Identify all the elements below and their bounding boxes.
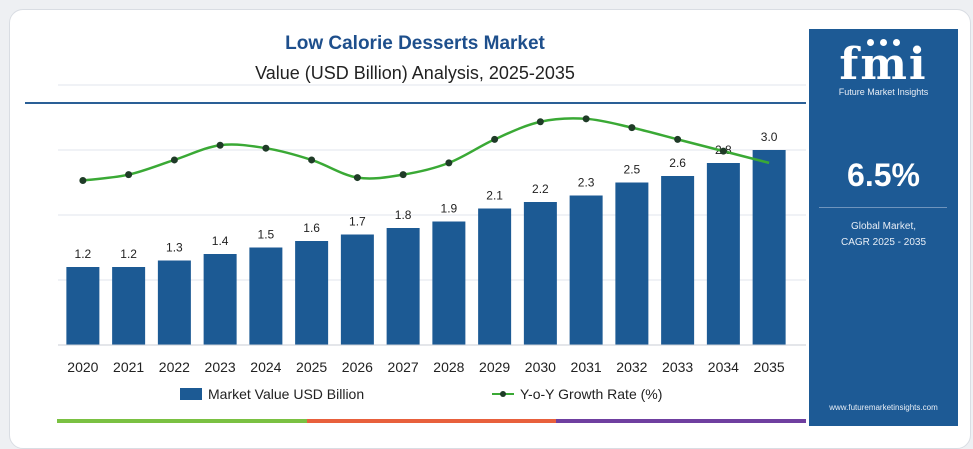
bar-2026 [340, 234, 374, 345]
cagr-label: Global Market, CAGR 2025 - 2035 [809, 219, 958, 251]
x-tick-label: 2033 [662, 359, 693, 375]
bar-value-label: 2.3 [578, 176, 595, 190]
bar-value-label: 1.2 [75, 247, 92, 261]
bar-2024 [249, 247, 283, 345]
bar-2035 [752, 150, 786, 345]
bar-2025 [295, 241, 329, 345]
bar-value-label: 1.2 [120, 247, 137, 261]
bar-2030 [523, 202, 557, 345]
bar-value-label: 3.0 [761, 130, 778, 144]
x-tick-label: 2028 [433, 359, 464, 375]
stripe-green [57, 419, 307, 423]
bar-value-label: 2.1 [486, 189, 503, 203]
bar-2021 [112, 267, 146, 345]
cagr-side-panel: fmi Future Market Insights 6.5% Global M… [809, 29, 958, 426]
cagr-label-line2: CAGR 2025 - 2035 [840, 237, 927, 248]
x-tick-label: 2031 [571, 359, 602, 375]
x-tick-label: 2034 [708, 359, 739, 375]
bar-2023 [203, 254, 237, 345]
website-url: www.futuremarketinsights.com [829, 403, 938, 412]
title-divider [25, 102, 806, 104]
bar-2033 [661, 176, 695, 345]
cagr-value: 6.5% [847, 157, 920, 193]
brand-name: Future Market Insights [838, 87, 929, 97]
fmi-logo: fmi [839, 39, 928, 90]
bar-2022 [157, 260, 191, 345]
growth-point-2023 [216, 141, 224, 149]
bar-2020 [66, 267, 100, 345]
x-tick-label: 2021 [113, 359, 144, 375]
legend-label-growth-rate: Y-o-Y Growth Rate (%) [520, 386, 663, 402]
bar-line-chart: 1.2 2020 1.2 2021 1.3 2022 1.4 2023 1.5 2024 1.6 20… [58, 84, 806, 375]
bar-value-label: 1.6 [303, 221, 320, 235]
growth-point-2034 [719, 147, 727, 155]
bar-value-label: 2.2 [532, 182, 549, 196]
legend-item-market-value: Market Value USD Billion [180, 386, 364, 402]
growth-point-2027 [399, 171, 407, 179]
logo-dots-icon [867, 39, 900, 46]
bar-value-label: 2.6 [669, 156, 686, 170]
bar-value-label: 1.5 [258, 228, 275, 242]
x-tick-label: 2020 [67, 359, 98, 375]
growth-point-2032 [628, 124, 636, 132]
chart-title: Low Calorie Desserts Market [285, 33, 545, 54]
bar-value-label: 1.8 [395, 208, 412, 222]
panel-divider [819, 207, 947, 208]
chart-subtitle: Value (USD Billion) Analysis, 2025-2035 [255, 63, 575, 83]
legend-label-market-value: Market Value USD Billion [208, 386, 365, 402]
bar-2029 [478, 208, 512, 345]
legend-bar-swatch [180, 388, 202, 400]
stripe-purple [556, 419, 807, 423]
growth-point-2033 [674, 135, 682, 143]
growth-rate-line [82, 117, 770, 182]
growth-point-2028 [445, 159, 453, 167]
cagr-label-line1: Global Market, [850, 221, 917, 232]
bar-value-label: 1.9 [441, 202, 458, 216]
growth-point-2026 [353, 174, 361, 182]
bar-2031 [569, 195, 603, 345]
growth-point-2031 [582, 115, 590, 123]
x-tick-label: 2032 [616, 359, 647, 375]
bar-value-label: 1.3 [166, 241, 183, 255]
bar-2027 [386, 228, 420, 345]
stripe-orange [306, 419, 557, 423]
x-tick-label: 2025 [296, 359, 327, 375]
growth-point-2025 [308, 156, 316, 164]
bar-2028 [432, 221, 466, 345]
bar-value-label: 1.7 [349, 215, 366, 229]
x-tick-label: 2029 [479, 359, 510, 375]
growth-point-2020 [79, 177, 87, 184]
x-tick-label: 2022 [159, 359, 190, 375]
growth-point-2024 [262, 144, 270, 152]
growth-point-2029 [491, 135, 499, 143]
x-tick-label: 2023 [205, 359, 236, 375]
growth-point-2021 [125, 171, 133, 179]
footer-color-stripes [57, 419, 807, 423]
bar-2034 [706, 163, 740, 345]
growth-point-2022 [170, 156, 178, 164]
x-tick-label: 2024 [250, 359, 281, 375]
chart-legend: Market Value USD Billion Y-o-Y Growth Ra… [0, 386, 830, 406]
x-tick-label: 2030 [525, 359, 556, 375]
x-tick-label: 2026 [342, 359, 373, 375]
bar-value-label: 1.4 [212, 234, 229, 248]
bar-value-label: 2.5 [624, 163, 641, 177]
legend-item-growth-rate: Y-o-Y Growth Rate (%) [492, 386, 662, 402]
x-tick-label: 2027 [388, 359, 419, 375]
bar-2032 [615, 182, 649, 345]
growth-point-2030 [536, 118, 544, 126]
legend-line-swatch [492, 388, 514, 400]
x-tick-label: 2035 [754, 359, 785, 375]
